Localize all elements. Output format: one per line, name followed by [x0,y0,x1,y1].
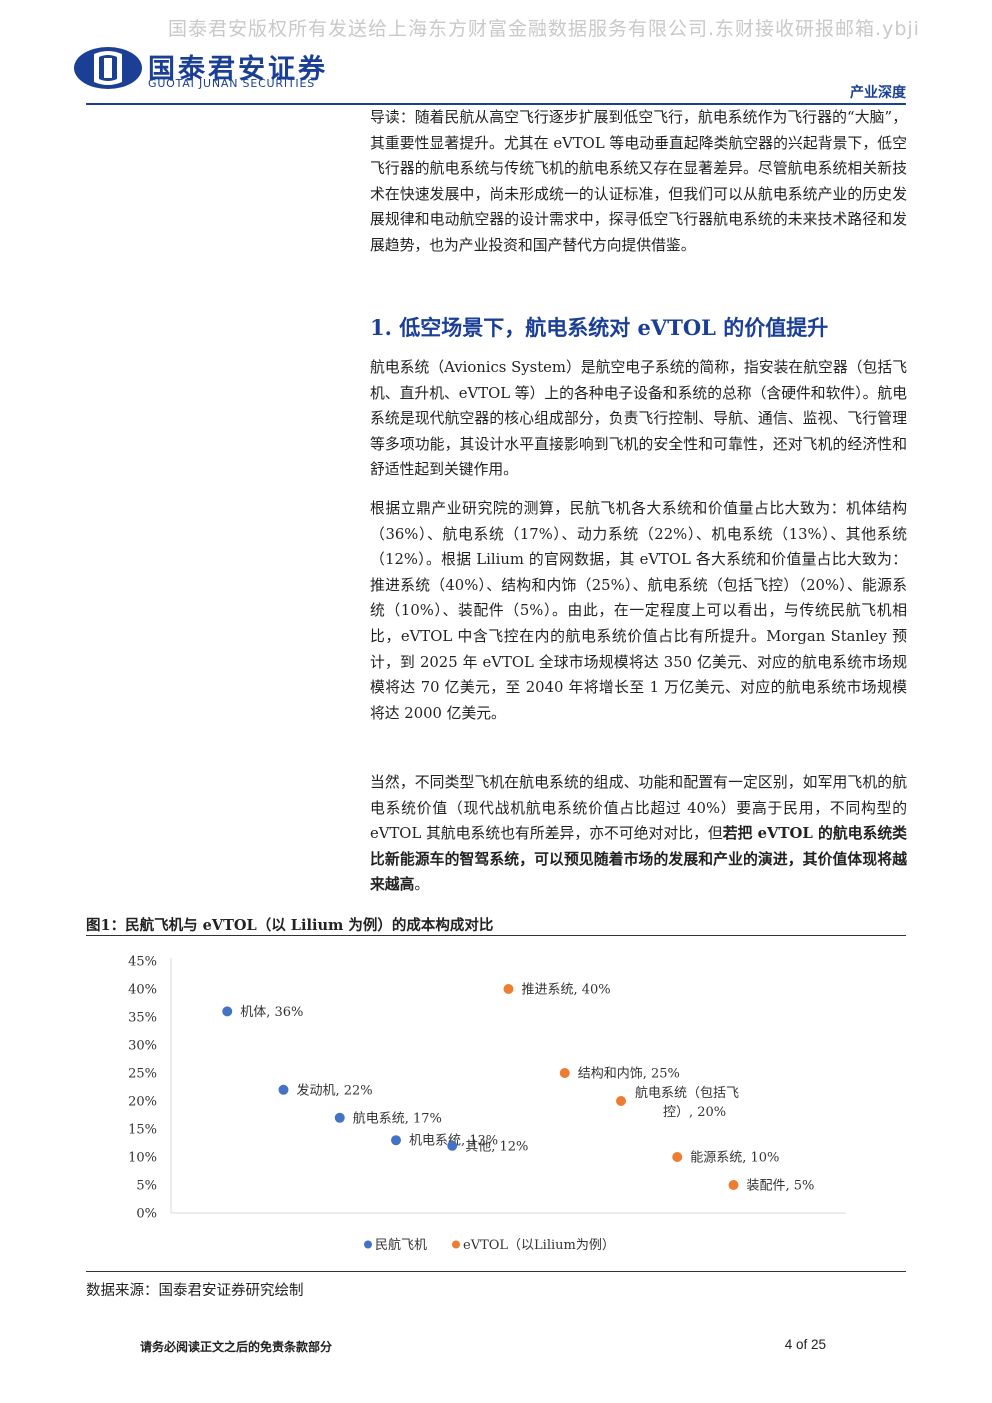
y-tick-label: 45% [128,955,157,970]
data-label-line: 其他, 12% [465,1139,528,1154]
data-label: 其他, 12% [465,1139,528,1154]
paragraph-3-highlight: 若把 eVTOL 的航电系统类比新能源车的智驾系统，可以预见随着市场的发展和产业… [370,825,907,894]
data-point [503,984,514,994]
y-tick-label: 40% [128,983,157,998]
paragraph-3-end: 。 [414,876,430,894]
y-tick-label: 0% [136,1207,157,1222]
data-label-line: 发动机, 22% [297,1082,373,1098]
data-label: 发动机, 22% [297,1082,373,1098]
y-tick-label: 25% [128,1067,157,1082]
figure-top-rule [86,935,906,936]
legend-label: eVTOL（以Lilium为例） [463,1238,615,1253]
paragraph-3-text: 当然，不同类型飞机在航电系统的组成、功能和配置有一定区别，如军用飞机的航电系统价… [370,774,907,843]
company-name-en: GUOTAI JUNAN SECURITIES [148,77,315,90]
figure-source: 数据来源：国泰君安证券研究绘制 [86,1283,304,1299]
body-paragraph-3: 当然，不同类型飞机在航电系统的组成、功能和配置有一定区别，如军用飞机的航电系统价… [370,770,907,898]
data-label: 机体, 36% [240,1005,303,1020]
data-point [334,1112,345,1123]
body-paragraph-2: 根据立鼎产业研究院的测算，民航飞机各大系统和价值量占比大致为：机体结构（36%）… [370,500,907,722]
data-label-line: 推进系统, 40% [522,983,611,998]
data-point [447,1140,458,1151]
company-logo-icon [74,47,142,89]
y-tick-label: 15% [128,1123,157,1138]
data-label: 航电系统, 17% [353,1110,442,1126]
data-label-line: 装配件, 5% [747,1179,815,1194]
header-rule [86,103,906,105]
data-point [728,1180,739,1190]
data-point [278,1084,289,1095]
data-point [391,1135,401,1146]
data-label-line: 控）, 20% [663,1105,726,1120]
company-name-cn: 国泰君安证券 [148,54,328,85]
body-paragraph-1: 航电系统（Avionics System）是航空电子系统的简称，指安装在航空器（… [370,359,907,479]
data-label: 航电系统（包括飞控）, 20% [635,1085,739,1120]
intro-paragraph: 导读：随着民航从高空飞行逐步扩展到低空飞行，航电系统作为飞行器的“大脑”，其重要… [370,109,907,254]
data-label-line: 机体, 36% [240,1005,303,1020]
y-tick-label: 10% [128,1151,157,1166]
y-tick-label: 20% [128,1095,157,1110]
legend-label: 民航飞机 [375,1237,427,1253]
y-tick-label: 35% [128,1011,157,1026]
figure-bottom-rule [86,1271,906,1272]
data-label: 推进系统, 40% [522,983,611,998]
legend-marker [364,1240,372,1249]
footer-disclaimer: 请务必阅读正文之后的免责条款部分 [140,1340,333,1354]
cost-structure-scatter-chart: 0% 5% 10% 15% 20% 25% 30% 35% 40% 45% 机体, 36% 发动机, … [128,955,846,1253]
data-point [672,1152,683,1162]
data-label-line: 能源系统, 10% [690,1151,779,1166]
data-label-line: 航电系统（包括飞 [635,1085,739,1101]
watermark: 国泰君安版权所有发送给上海东方财富金融数据服务有限公司.东财接收研报邮箱.ybj… [168,18,920,40]
data-label: 结构和内饰, 25% [578,1066,680,1082]
data-point [222,1006,233,1017]
data-label-line: 结构和内饰, 25% [578,1066,680,1082]
page-number: 4 of 25 [784,1337,826,1352]
data-point [616,1096,626,1106]
y-tick-label: 30% [128,1039,157,1054]
figure-title: 图1：民航飞机与 eVTOL（以 Lilium 为例）的成本构成对比 [86,917,494,934]
data-point [559,1068,570,1078]
document-type-label: 产业深度 [850,85,906,101]
data-label: 装配件, 5% [747,1179,815,1194]
data-label-line: 航电系统, 17% [353,1110,442,1126]
section-title: 1. 低空场景下，航电系统对 eVTOL 的价值提升 [370,315,829,340]
y-tick-label: 5% [136,1179,157,1194]
legend-marker [452,1240,460,1249]
data-label: 能源系统, 10% [690,1151,779,1166]
